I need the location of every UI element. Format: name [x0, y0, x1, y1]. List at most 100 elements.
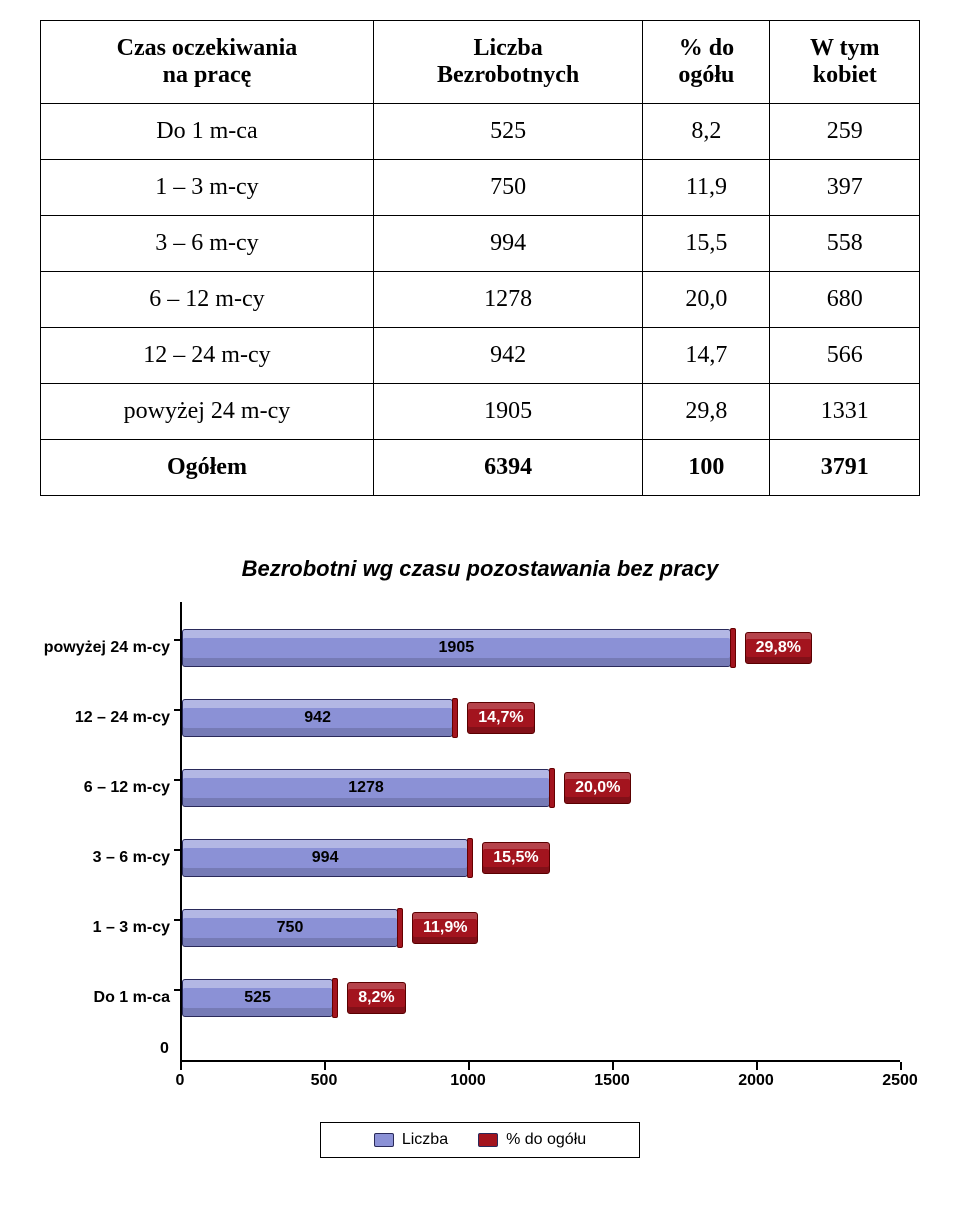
x-tick	[612, 1062, 614, 1070]
y-axis-label: powyżej 24 m-cy	[42, 639, 182, 657]
cell-women: 566	[770, 328, 920, 384]
cell-women: 397	[770, 160, 920, 216]
y-origin-label: 0	[160, 1040, 169, 1058]
x-axis: 05001000150020002500	[180, 1062, 900, 1092]
cell-pct: 29,8	[643, 384, 770, 440]
pct-badge: 20,0%	[564, 772, 631, 804]
cell-label: 12 – 24 m-cy	[41, 328, 374, 384]
bar-value-label: 750	[277, 919, 304, 937]
table-total-row: Ogółem63941003791	[41, 440, 920, 496]
legend-swatch	[478, 1133, 498, 1147]
pct-badge: 15,5%	[482, 842, 549, 874]
bar-row: Do 1 m-ca5258,2%	[182, 970, 406, 1025]
cell-count: 6394	[373, 440, 642, 496]
x-tick	[900, 1062, 902, 1070]
y-axis-label: Do 1 m-ca	[42, 989, 182, 1007]
cell-pct: 20,0	[643, 272, 770, 328]
table-row: 6 – 12 m-cy127820,0680	[41, 272, 920, 328]
cell-women: 680	[770, 272, 920, 328]
bar-value-label: 1278	[348, 779, 384, 797]
cell-women: 1331	[770, 384, 920, 440]
y-axis-label: 1 – 3 m-cy	[42, 919, 182, 937]
bar: 994	[182, 839, 468, 877]
bar-value-label: 1905	[439, 639, 475, 657]
bar-end-marker	[397, 908, 403, 948]
unemployment-table: Czas oczekiwaniana pracę LiczbaBezrobotn…	[40, 20, 920, 496]
x-axis-label: 1500	[594, 1072, 630, 1090]
cell-count: 942	[373, 328, 642, 384]
bar: 1905	[182, 629, 731, 667]
bar: 750	[182, 909, 398, 947]
cell-label: Ogółem	[41, 440, 374, 496]
bar-row: powyżej 24 m-cy190529,8%	[182, 620, 812, 675]
bar-end-marker	[549, 768, 555, 808]
cell-women: 259	[770, 104, 920, 160]
cell-label: powyżej 24 m-cy	[41, 384, 374, 440]
cell-pct: 15,5	[643, 216, 770, 272]
cell-pct: 100	[643, 440, 770, 496]
bar: 942	[182, 699, 453, 737]
cell-label: Do 1 m-ca	[41, 104, 374, 160]
cell-count: 994	[373, 216, 642, 272]
bar-chart: powyżej 24 m-cy 1905 29,8% 12 – 24 m-cy 942 1…	[40, 602, 920, 1092]
table-row: 1 – 3 m-cy75011,9397	[41, 160, 920, 216]
col-header-period: Czas oczekiwaniana pracę	[41, 21, 374, 104]
cell-count: 525	[373, 104, 642, 160]
x-tick	[180, 1062, 182, 1070]
cell-label: 1 – 3 m-cy	[41, 160, 374, 216]
bar-row: 1 – 3 m-cy75011,9%	[182, 900, 478, 955]
plot-area: powyżej 24 m-cy190529,8%12 – 24 m-cy9421…	[180, 602, 900, 1062]
bar-end-marker	[452, 698, 458, 738]
bar-value-label: 525	[244, 989, 271, 1007]
legend-label: Liczba	[402, 1131, 448, 1149]
table-row: 12 – 24 m-cy94214,7566	[41, 328, 920, 384]
x-axis-label: 2000	[738, 1072, 774, 1090]
cell-label: 6 – 12 m-cy	[41, 272, 374, 328]
legend-label: % do ogółu	[506, 1131, 586, 1149]
legend-item: Liczba	[374, 1131, 448, 1149]
cell-count: 750	[373, 160, 642, 216]
pct-badge: 11,9%	[412, 912, 478, 944]
bar-row: 6 – 12 m-cy127820,0%	[182, 760, 631, 815]
table-row: 3 – 6 m-cy99415,5558	[41, 216, 920, 272]
bar-end-marker	[332, 978, 338, 1018]
bar-end-marker	[467, 838, 473, 878]
cell-women: 558	[770, 216, 920, 272]
x-tick	[324, 1062, 326, 1070]
x-axis-label: 0	[176, 1072, 185, 1090]
bar-row: 12 – 24 m-cy94214,7%	[182, 690, 535, 745]
x-tick	[468, 1062, 470, 1070]
chart-legend: Liczba % do ogółu	[320, 1122, 640, 1158]
pct-badge: 14,7%	[467, 702, 534, 734]
bar: 525	[182, 979, 333, 1017]
col-header-count: LiczbaBezrobotnych	[373, 21, 642, 104]
bar-value-label: 942	[304, 709, 331, 727]
x-axis-label: 1000	[450, 1072, 486, 1090]
x-axis-label: 500	[311, 1072, 338, 1090]
y-axis-label: 6 – 12 m-cy	[42, 779, 182, 797]
cell-pct: 8,2	[643, 104, 770, 160]
x-tick	[756, 1062, 758, 1070]
cell-pct: 14,7	[643, 328, 770, 384]
cell-pct: 11,9	[643, 160, 770, 216]
col-header-women: W tymkobiet	[770, 21, 920, 104]
cell-count: 1905	[373, 384, 642, 440]
legend-swatch	[374, 1133, 394, 1147]
bar-value-label: 994	[312, 849, 339, 867]
cell-women: 3791	[770, 440, 920, 496]
chart-title: Bezrobotni wg czasu pozostawania bez pra…	[40, 556, 920, 582]
bar: 1278	[182, 769, 550, 807]
table-row: powyżej 24 m-cy190529,81331	[41, 384, 920, 440]
bar-end-marker	[730, 628, 736, 668]
y-axis-label: 12 – 24 m-cy	[42, 709, 182, 727]
table-header-row: Czas oczekiwaniana pracę LiczbaBezrobotn…	[41, 21, 920, 104]
table-row: Do 1 m-ca5258,2259	[41, 104, 920, 160]
legend-item: % do ogółu	[478, 1131, 586, 1149]
cell-label: 3 – 6 m-cy	[41, 216, 374, 272]
bar-row: 3 – 6 m-cy99415,5%	[182, 830, 550, 885]
cell-count: 1278	[373, 272, 642, 328]
pct-badge: 8,2%	[347, 982, 405, 1014]
col-header-pct: % doogółu	[643, 21, 770, 104]
y-axis-label: 3 – 6 m-cy	[42, 849, 182, 867]
pct-badge: 29,8%	[745, 632, 812, 664]
